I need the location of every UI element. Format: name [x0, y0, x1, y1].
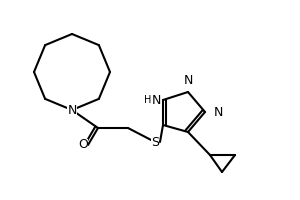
Text: O: O — [78, 138, 88, 152]
Text: H: H — [144, 95, 152, 105]
Text: N: N — [67, 104, 77, 116]
Text: S: S — [151, 136, 159, 148]
Text: N: N — [213, 106, 223, 118]
Text: N: N — [183, 73, 193, 86]
Text: N: N — [151, 94, 161, 106]
